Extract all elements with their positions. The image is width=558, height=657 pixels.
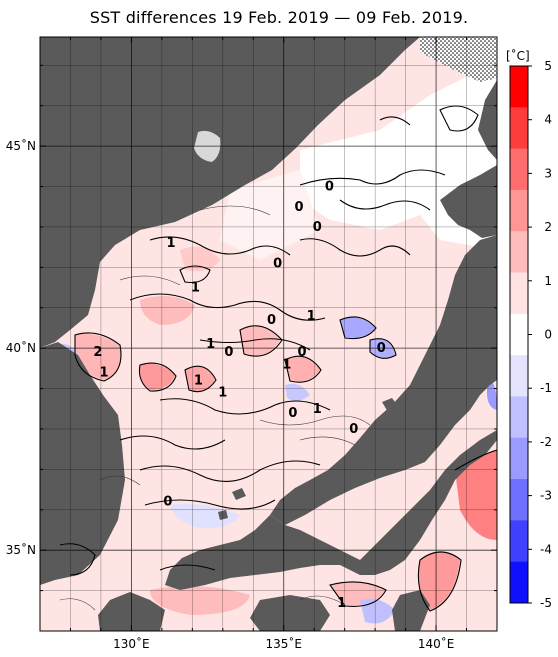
- contour-label: 0: [377, 341, 386, 356]
- colorbar-tick-label: -3: [540, 489, 552, 503]
- contour-lines-thin: [59, 205, 371, 611]
- contour-label: 1: [206, 337, 215, 352]
- contour-label: 0: [349, 422, 358, 437]
- map-title: SST differences 19 Feb. 2019 — 09 Feb. 2…: [89, 8, 469, 27]
- colorbar-swatch: [510, 231, 528, 274]
- latitude-label: 45˚N: [6, 138, 36, 153]
- graticule: [40, 37, 497, 631]
- colorbar-tick-label: -2: [540, 435, 552, 449]
- colorbar-unit: [˚C]: [506, 48, 530, 63]
- colorbar-tick-label: 1: [544, 274, 552, 288]
- colorbar-tick-label: -4: [540, 542, 552, 556]
- colorbar-tick-label: -5: [540, 596, 552, 610]
- contour-label: 1: [218, 386, 227, 401]
- contour-lines: [59, 105, 497, 612]
- contour-label: 0: [267, 313, 276, 328]
- colorbar-tick-label: 3: [544, 166, 552, 180]
- contour-label: 1: [282, 357, 291, 372]
- contour-label: 0: [273, 256, 282, 271]
- colorbar-tick-label: 4: [544, 113, 552, 127]
- contour-label: 1: [191, 281, 200, 296]
- contour-label: 0: [297, 345, 306, 360]
- map-frame: [39, 36, 498, 632]
- contour-label: 0: [325, 180, 334, 195]
- colorbar-swatch: [510, 437, 528, 480]
- contour-label: 0: [313, 220, 322, 235]
- colorbar: [˚C] 5 4 3 2 1 0 -1 -2 -3 -4 -5: [506, 48, 552, 610]
- longitude-label: 140˚E: [418, 636, 455, 651]
- colorbar-swatch: [510, 520, 528, 563]
- latitude-labels: 45˚N 40˚N 35˚N: [6, 138, 36, 557]
- contour-label: 1: [194, 374, 203, 389]
- latitude-label: 35˚N: [6, 542, 36, 557]
- frame-ticks: [39, 37, 498, 632]
- land: [40, 37, 497, 631]
- colorbar-swatch: [510, 107, 528, 150]
- colorbar-tick-label: 5: [544, 59, 552, 73]
- contour-label: 1: [307, 309, 316, 324]
- colorbar-tick-label: 2: [544, 220, 552, 234]
- longitude-label: 135˚E: [265, 636, 302, 651]
- longitude-label: 130˚E: [113, 636, 150, 651]
- sea-ice-region: [420, 37, 497, 82]
- colorbar-tick-label: 0: [544, 328, 552, 342]
- contour-label: 0: [288, 406, 297, 421]
- colorbar-swatch: [510, 189, 528, 232]
- colorbar-swatch: [510, 272, 528, 315]
- longitude-labels: 130˚E 135˚E 140˚E: [113, 636, 454, 651]
- contour-label: 1: [99, 365, 108, 380]
- contour-label: 1: [313, 402, 322, 417]
- contour-label: 0: [224, 345, 233, 360]
- latitude-label: 40˚N: [6, 340, 36, 355]
- contour-label: 0: [294, 200, 303, 215]
- colorbar-swatch: [510, 148, 528, 191]
- colorbar-swatch: [510, 355, 528, 397]
- colorbar-swatch: [510, 66, 528, 108]
- colorbar-swatch: [510, 479, 528, 521]
- colorbar-tick-labels: 5 4 3 2 1 0 -1 -2 -3 -4 -5: [528, 59, 552, 610]
- contour-label: 1: [166, 236, 175, 251]
- colorbar-swatches: [510, 66, 528, 604]
- colorbar-swatch: [510, 313, 528, 356]
- contour-label: 2: [93, 345, 102, 360]
- colorbar-tick-label: -1: [540, 381, 552, 395]
- contour-label: 1: [337, 596, 346, 611]
- colorbar-swatch: [510, 561, 528, 604]
- colorbar-swatch: [510, 396, 528, 439]
- contour-label: 0: [163, 495, 172, 510]
